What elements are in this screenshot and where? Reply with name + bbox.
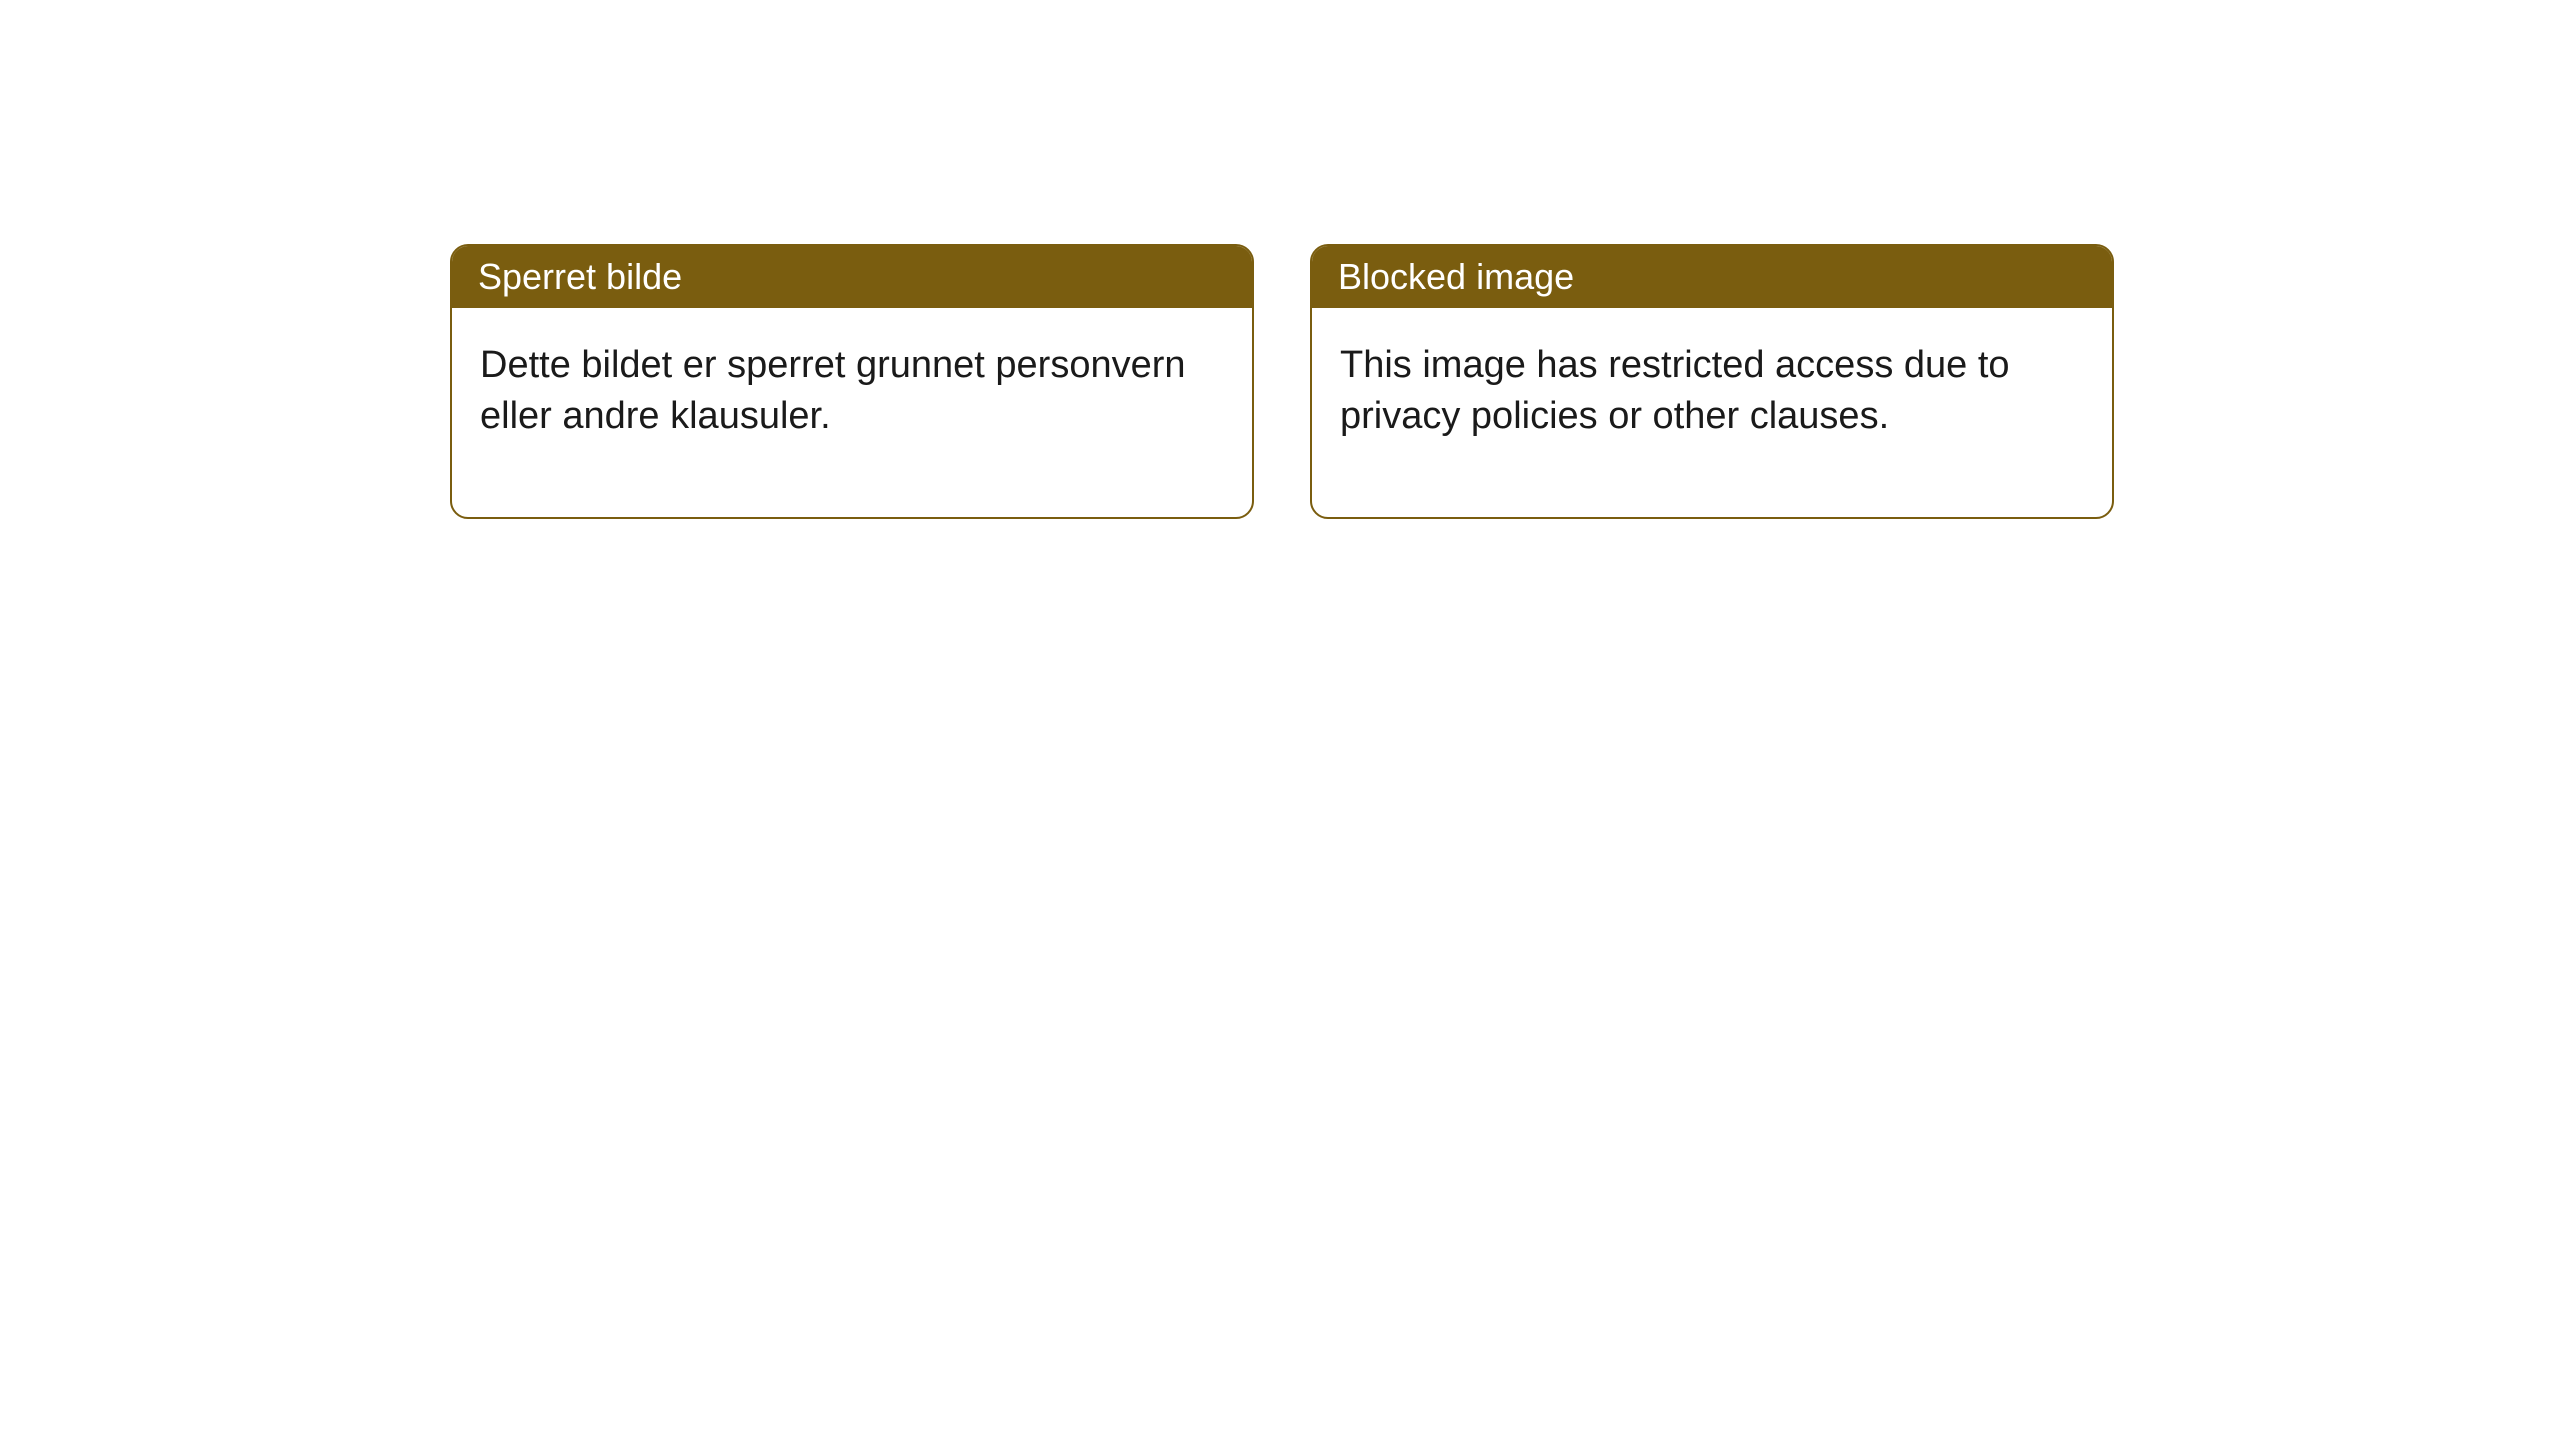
card-header-en: Blocked image — [1312, 246, 2112, 308]
blocked-image-notice-container: Sperret bilde Dette bildet er sperret gr… — [450, 244, 2114, 519]
blocked-image-card-no: Sperret bilde Dette bildet er sperret gr… — [450, 244, 1254, 519]
card-header-no: Sperret bilde — [452, 246, 1252, 308]
card-body-en: This image has restricted access due to … — [1312, 308, 2112, 517]
blocked-image-card-en: Blocked image This image has restricted … — [1310, 244, 2114, 519]
card-body-no: Dette bildet er sperret grunnet personve… — [452, 308, 1252, 517]
